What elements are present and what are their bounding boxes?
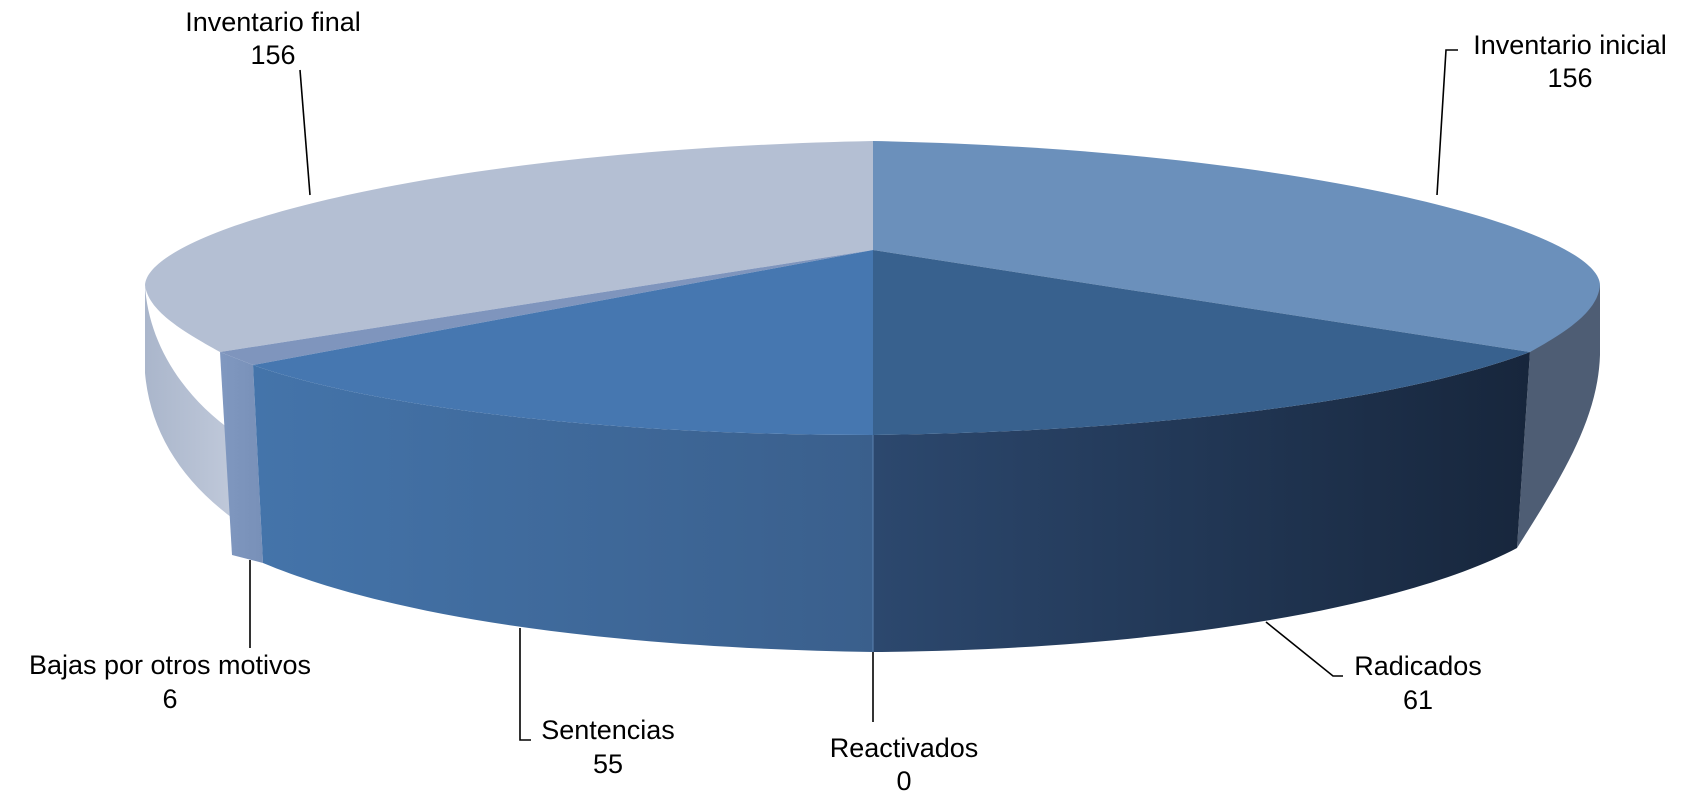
slice-inventario-inicial-side (1517, 285, 1600, 548)
slice-sentencias-top (253, 250, 873, 435)
label-inventario-inicial-value: 156 (1547, 63, 1592, 93)
slice-bajas-top (220, 250, 873, 365)
label-reactivados-name: Reactivados (830, 733, 979, 763)
slice-inventario-inicial-top (873, 141, 1600, 352)
slice-radicados-top (873, 250, 1530, 435)
label-sentencias-name: Sentencias (541, 715, 675, 745)
leader-inventario-final (299, 69, 311, 196)
slice-radicados-side (873, 352, 1530, 652)
label-reactivados-value: 0 (896, 766, 911, 793)
slice-inventario-final-top (145, 141, 873, 352)
label-sentencias-value: 55 (593, 749, 623, 779)
label-bajas-name: Bajas por otros motivos (29, 650, 311, 680)
label-radicados-name: Radicados (1354, 651, 1482, 681)
leader-radicados (1265, 621, 1343, 677)
leader-sentencias (519, 628, 531, 741)
slice-inventario-final-side (145, 285, 235, 520)
label-inventario-inicial-name: Inventario inicial (1473, 30, 1667, 60)
label-bajas-value: 6 (162, 684, 177, 714)
leader-inventario-inicial (1436, 49, 1458, 196)
slice-sentencias-side (253, 365, 873, 652)
label-radicados-value: 61 (1403, 685, 1433, 715)
label-inventario-final-value: 156 (250, 40, 295, 70)
label-inventario-final-name: Inventario final (185, 7, 361, 37)
slice-bajas-side (220, 352, 263, 563)
